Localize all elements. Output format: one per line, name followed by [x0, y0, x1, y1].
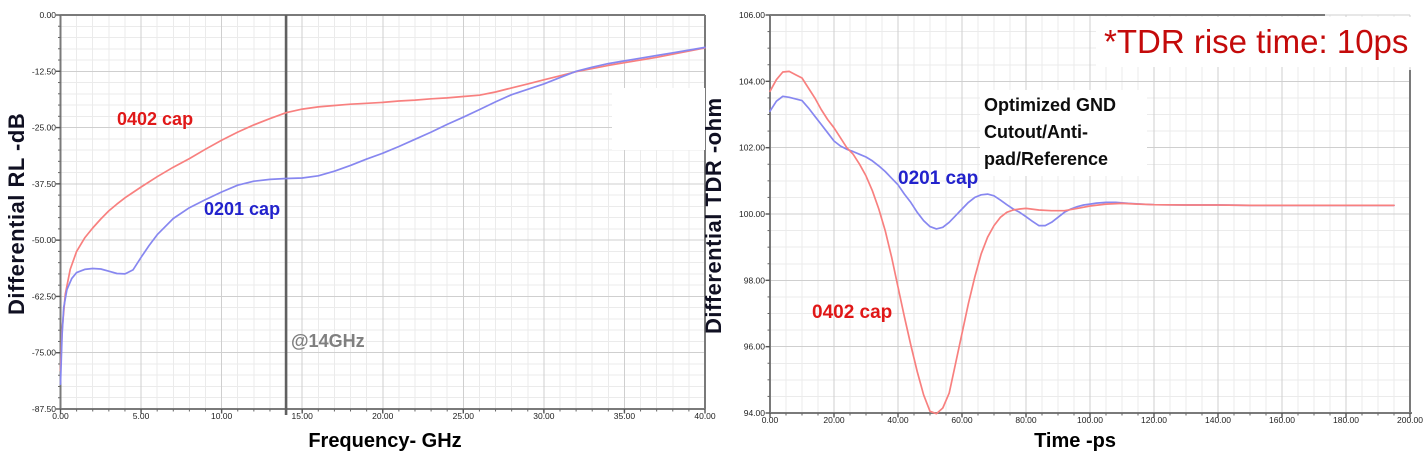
left-chart-y-tick-label: -62.50 — [32, 291, 56, 301]
right-chart-x-tick-label: 40.00 — [887, 415, 909, 425]
right-series-label-0402-cap: 0402 cap — [812, 302, 893, 323]
right-chart-x-tick-label: 180.00 — [1333, 415, 1359, 425]
left-chart-x-tick-label: 10.00 — [211, 411, 233, 421]
left-chart-x-tick-label: 15.00 — [292, 411, 314, 421]
left-chart-whiteout-patch — [612, 88, 705, 150]
left-chart-y-tick-label: -37.50 — [32, 179, 56, 189]
left-chart-x-tick-label: 30.00 — [533, 411, 555, 421]
left-chart-y-tick-label: -12.50 — [32, 66, 56, 76]
right-chart-y-tick-label: 98.00 — [744, 275, 766, 285]
frequency-marker-label: @14GHz — [291, 331, 365, 351]
right-chart-y-tick-label: 104.00 — [739, 76, 765, 86]
left-chart-series-0201-cap — [59, 46, 706, 386]
right-chart-series-0402-cap — [769, 70, 1395, 415]
right-y-axis-title: Differential TDR -ohm — [701, 97, 726, 335]
right-chart-y-tick-label: 94.00 — [744, 408, 766, 418]
right-chart-y-tick-label: 102.00 — [739, 143, 765, 153]
left-chart-grid — [60, 14, 706, 410]
left-chart-y-tick-label: -25.00 — [32, 123, 56, 133]
right-chart-grid — [769, 14, 1411, 414]
left-chart-x-tick-label: 25.00 — [453, 411, 475, 421]
right-x-axis-title: Time -ps — [1034, 430, 1116, 452]
left-chart-x-tick-label: 35.00 — [614, 411, 636, 421]
right-chart-x-tick-label: 120.00 — [1141, 415, 1167, 425]
optimized-gnd-annotation: Optimized GND Cutout/Anti- pad/Reference — [980, 90, 1147, 176]
left-chart-y-tick-label: 0.00 — [39, 10, 56, 20]
right-chart-x-tick-label: 140.00 — [1205, 415, 1231, 425]
right-chart-x-tick-label: 80.00 — [1015, 415, 1037, 425]
right-chart-x-tick-label: 20.00 — [823, 415, 845, 425]
left-chart-y-tick-label: -50.00 — [32, 235, 56, 245]
right-chart-y-tick-label: 100.00 — [739, 209, 765, 219]
right-chart-ticks: 0.00 20.00 40.00 60.00 80.00 100.00 120.00 140.… — [739, 10, 1423, 425]
right-chart-x-tick-label: 200.00 — [1397, 415, 1423, 425]
left-chart-x-tick-label: 0.00 — [52, 411, 69, 421]
left-y-axis-title: Differential RL -dB — [4, 112, 29, 316]
left-series-label-0201-cap: 0201 cap — [204, 199, 281, 219]
left-chart-x-tick-label: 5.00 — [133, 411, 150, 421]
left-chart-x-tick-label: 20.00 — [372, 411, 394, 421]
right-chart-x-tick-label: 60.00 — [951, 415, 973, 425]
right-chart-x-tick-label: 0.00 — [762, 415, 779, 425]
left-chart-y-tick-label: -87.50 — [32, 404, 56, 414]
left-x-axis-title: Frequency- GHz — [308, 430, 462, 452]
right-chart-x-tick-label: 160.00 — [1269, 415, 1295, 425]
tdr-rise-time-annotation: *TDR rise time: 10ps — [1096, 17, 1427, 67]
right-chart-x-tick-label: 100.00 — [1077, 415, 1103, 425]
right-chart-y-tick-label: 106.00 — [739, 10, 765, 20]
right-chart-y-tick-label: 96.00 — [744, 342, 766, 352]
left-chart-x-tick-label: 40.00 — [694, 411, 716, 421]
left-series-label-0402-cap: 0402 cap — [117, 109, 194, 129]
left-chart-ticks: 0.00 5.00 10.00 15.00 20.00 25.00 30.00 35.00 40… — [32, 10, 716, 421]
right-series-label-0201-cap: 0201 cap — [898, 168, 979, 189]
left-chart-y-tick-label: -75.00 — [32, 348, 56, 358]
